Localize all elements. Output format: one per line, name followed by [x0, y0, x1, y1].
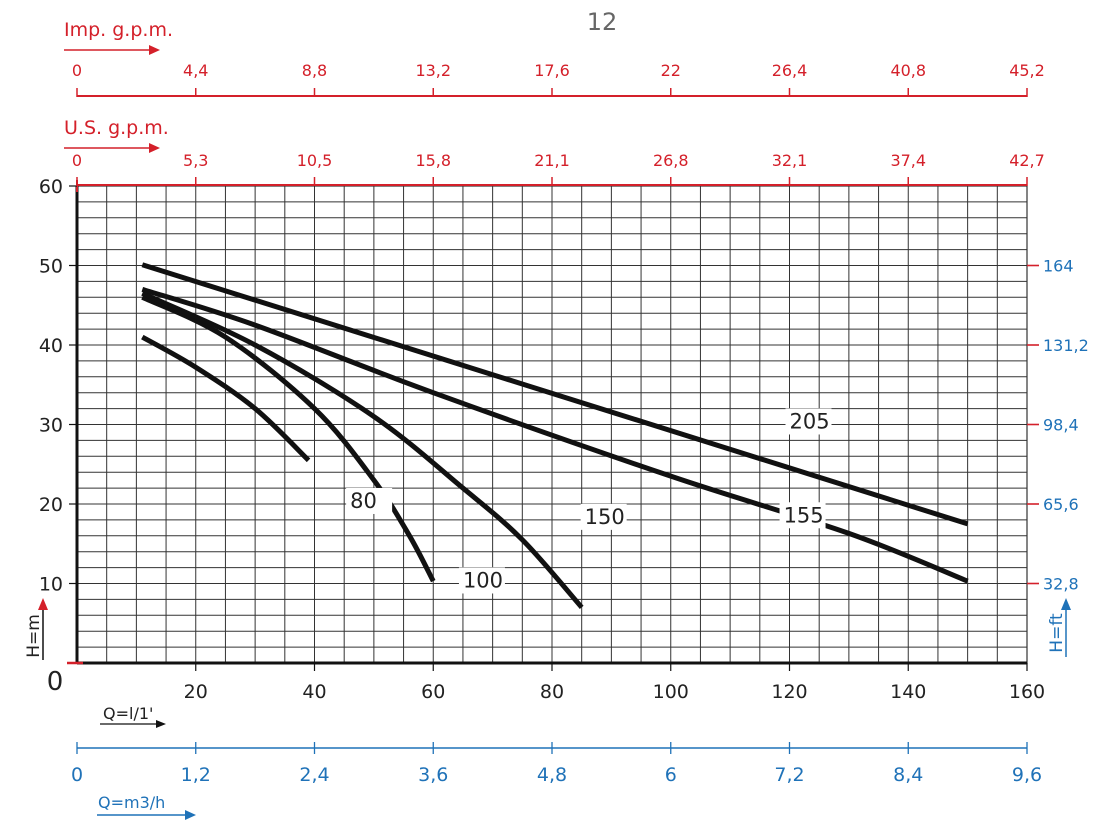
m3h-tick-label: 0	[71, 764, 83, 786]
curve-label-background	[785, 408, 832, 435]
y-tick-label: 20	[39, 494, 63, 516]
imp_gpm-tick-label: 40,8	[890, 61, 926, 80]
ft-tick-label: 131,2	[1043, 336, 1089, 355]
m3h-arrow-icon	[185, 810, 196, 820]
y-axis-arrow-icon	[38, 598, 48, 610]
curve-label-205: 205	[790, 409, 830, 433]
x-axis-arrow-icon	[156, 720, 166, 728]
x-tick-label: 80	[540, 681, 564, 703]
curve-label-155: 155	[784, 503, 824, 527]
chart-curves	[141, 262, 969, 609]
y-tick-label: 10	[39, 574, 63, 596]
us_gpm-tick-label: 5,3	[183, 151, 208, 170]
m3h-tick-label: 8,4	[893, 764, 923, 786]
chart-labels: 20 40 60 80 100 120 140 1600102030405060H=mQ=l/…	[24, 19, 1089, 812]
curve-label-150: 150	[585, 505, 625, 529]
origin-label: 0	[47, 667, 64, 697]
m3h-tick-label: 6	[665, 764, 677, 786]
imp_gpm-tick-label: 0	[72, 61, 82, 80]
y-tick-label: 50	[39, 256, 63, 278]
us_gpm-tick-label: 42,7	[1009, 151, 1045, 170]
imp_gpm-arrow-icon	[149, 45, 160, 55]
y-axis-label: H=m	[24, 614, 44, 658]
curve-label-80: 80	[350, 489, 377, 513]
curve-label-background	[779, 502, 826, 529]
x-tick-label: 60	[421, 681, 445, 703]
x-tick-label: 20	[184, 681, 208, 703]
ft-axis-label: H=ft	[1047, 613, 1067, 653]
curve-150	[141, 291, 584, 609]
chart-axes	[38, 45, 1071, 820]
x-tick-label: 160	[1009, 681, 1045, 703]
us_gpm-tick-label: 10,5	[297, 151, 333, 170]
curve-label-background	[346, 487, 393, 514]
x-tick-label: 140	[890, 681, 926, 703]
x-tick-label: 120	[771, 681, 807, 703]
m3h-tick-label: 7,2	[774, 764, 804, 786]
ft-tick-label: 164	[1043, 257, 1074, 276]
curve-80	[141, 334, 311, 463]
curve-label-background	[580, 503, 627, 530]
curve-label-100: 100	[463, 568, 503, 592]
imp_gpm-tick-label: 4,4	[183, 61, 208, 80]
ft-tick-label: 32,8	[1043, 575, 1079, 594]
y-tick-label: 60	[39, 176, 63, 198]
ft-arrow-icon	[1061, 598, 1071, 610]
us_gpm-tick-label: 0	[72, 151, 82, 170]
us_gpm-tick-label: 26,8	[653, 151, 689, 170]
x-axis-label: Q=l/1'	[103, 704, 153, 723]
x-tick-label: 40	[302, 681, 326, 703]
y-tick-label: 30	[39, 415, 63, 437]
y-tick-label: 40	[39, 335, 63, 357]
us_gpm-tick-label: 32,1	[772, 151, 808, 170]
curve-155	[141, 286, 969, 584]
m3h-tick-label: 2,4	[299, 764, 329, 786]
curve-205	[141, 262, 969, 527]
m3h-tick-label: 9,6	[1012, 764, 1042, 786]
curve-100	[141, 295, 436, 583]
m3h-axis-label: Q=m3/h	[98, 793, 165, 812]
us_gpm-tick-label: 37,4	[890, 151, 926, 170]
x-tick-label: 100	[653, 681, 689, 703]
chart-grid	[76, 185, 1028, 664]
m3h-tick-label: 3,6	[418, 764, 448, 786]
imp_gpm-tick-label: 13,2	[415, 61, 451, 80]
imp_gpm-tick-label: 26,4	[772, 61, 808, 80]
curve-label-background	[458, 567, 505, 594]
ft-tick-label: 98,4	[1043, 416, 1079, 435]
us_gpm-arrow-icon	[149, 143, 160, 153]
us_gpm-axis-label: U.S. g.p.m.	[64, 117, 169, 139]
m3h-tick-label: 4,8	[537, 764, 567, 786]
imp_gpm-tick-label: 22	[661, 61, 681, 80]
imp_gpm-tick-label: 45,2	[1009, 61, 1045, 80]
ft-tick-label: 65,6	[1043, 495, 1079, 514]
page-number: 12	[587, 8, 618, 36]
us_gpm-tick-label: 15,8	[415, 151, 451, 170]
m3h-tick-label: 1,2	[181, 764, 211, 786]
imp_gpm-tick-label: 8,8	[302, 61, 327, 80]
imp_gpm-tick-label: 17,6	[534, 61, 570, 80]
us_gpm-tick-label: 21,1	[534, 151, 570, 170]
imp_gpm-axis-label: Imp. g.p.m.	[64, 19, 173, 41]
